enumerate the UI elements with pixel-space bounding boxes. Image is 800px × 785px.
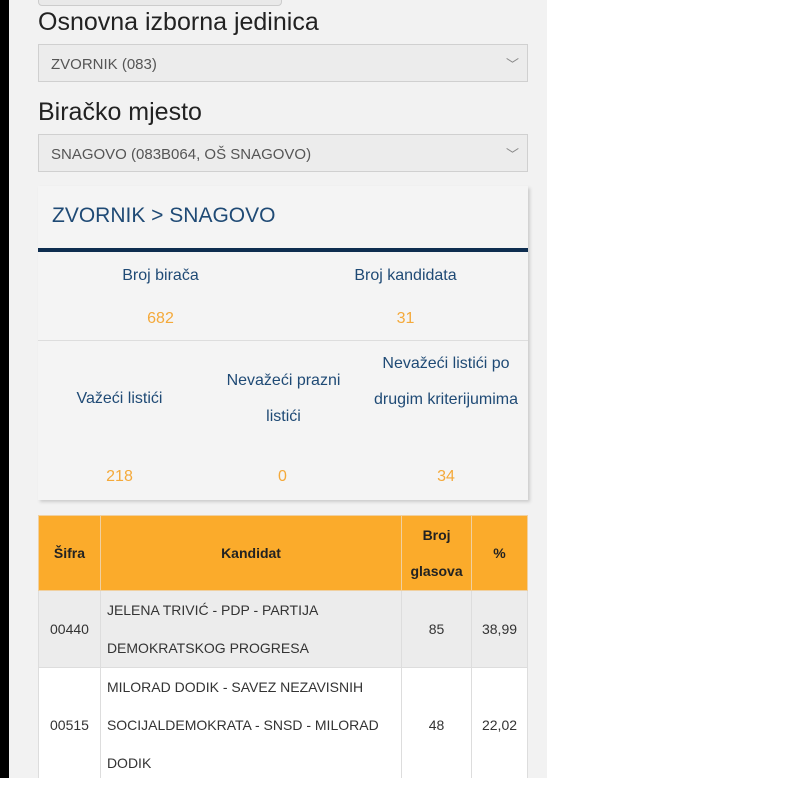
cell-code: 00515	[38, 667, 101, 783]
table-header-row: Šifra Kandidat Broj glasova %	[38, 515, 528, 591]
table-row: 00440 JELENA TRIVIĆ - PDP - PARTIJA DEMO…	[38, 590, 528, 668]
stat-label: Broj kandidata	[354, 267, 457, 284]
table-row: 00515 MILORAD DODIK - SAVEZ NEZAVISNIH S…	[38, 667, 528, 783]
stat-value: 218	[106, 468, 133, 485]
stat-label: Nevažeći prazni listići	[226, 372, 341, 425]
place-select-value: SNAGOVO (083B064, OŠ SNAGOVO)	[51, 146, 312, 163]
unit-select-value: ZVORNIK (083)	[51, 56, 157, 73]
card-title: ZVORNIK > SNAGOVO	[52, 204, 276, 227]
unit-select[interactable]: ZVORNIK (083) ﹀	[38, 44, 528, 82]
stat-value: 34	[437, 468, 455, 485]
header-percent[interactable]: %	[471, 515, 528, 591]
cell-votes: 85	[401, 590, 473, 668]
cell-votes: 48	[401, 667, 473, 783]
results-table: Šifra Kandidat Broj glasova % 00440 JELE…	[38, 515, 528, 783]
header-code[interactable]: Šifra	[38, 515, 101, 591]
cell-percent: 38,99	[471, 590, 528, 668]
header-candidate[interactable]: Kandidat	[99, 515, 403, 591]
stat-value: 0	[278, 468, 287, 485]
stat-label: Važeći listići	[76, 390, 163, 407]
cell-code: 00440	[38, 590, 101, 668]
stat-label: Broj birača	[122, 267, 199, 284]
stat-value: 31	[396, 310, 415, 327]
left-edge-bar	[0, 0, 9, 778]
place-label: Biračko mjesto	[38, 98, 202, 126]
stat-value: 682	[147, 310, 174, 327]
cell-candidate: MILORAD DODIK - SAVEZ NEZAVISNIH SOCIJAL…	[99, 667, 403, 783]
cell-candidate: JELENA TRIVIĆ - PDP - PARTIJA DEMOKRATSK…	[99, 590, 403, 668]
bottom-crop	[0, 778, 800, 785]
header-votes[interactable]: Broj glasova	[401, 515, 473, 591]
results-summary-card: ZVORNIK > SNAGOVO Broj birača 682 Broj k…	[38, 186, 528, 500]
row-divider	[38, 340, 528, 341]
chevron-down-icon: ﹀	[505, 147, 519, 162]
title-divider	[38, 248, 528, 252]
stat-label: Nevažeći listići po drugim kriterijumima	[373, 355, 519, 408]
chevron-down-icon: ﹀	[505, 57, 519, 72]
top-button-partial[interactable]	[38, 0, 282, 6]
unit-label: Osnovna izborna jedinica	[38, 8, 319, 36]
cell-percent: 22,02	[471, 667, 528, 783]
place-select[interactable]: SNAGOVO (083B064, OŠ SNAGOVO) ﹀	[38, 134, 528, 172]
